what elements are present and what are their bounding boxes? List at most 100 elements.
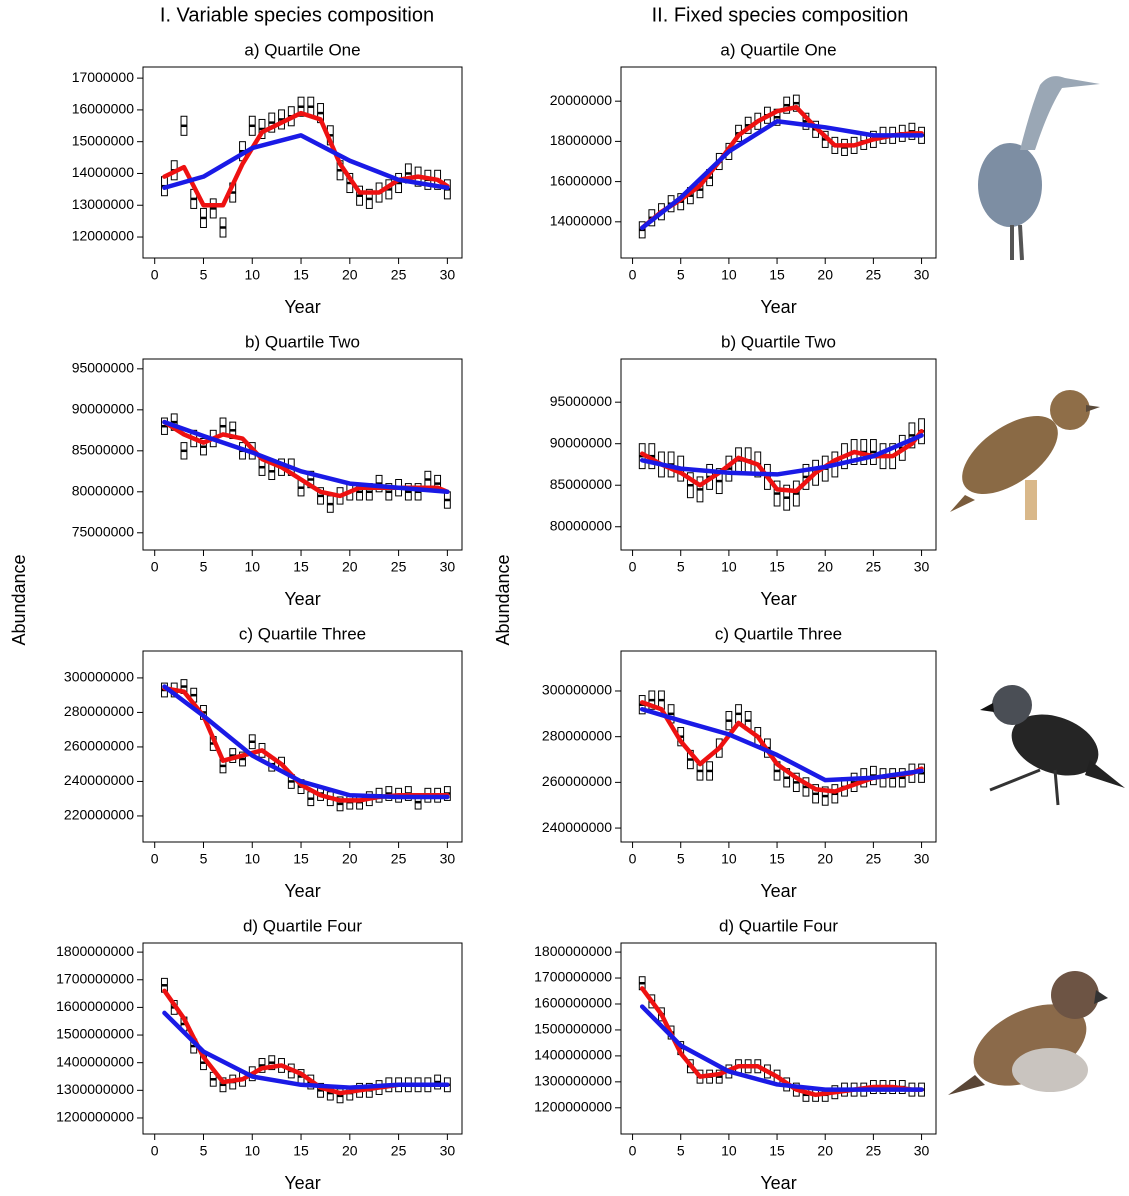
x-axis-label: Year xyxy=(760,881,796,901)
x-tick-label: 30 xyxy=(914,851,930,867)
x-tick-label: 5 xyxy=(677,559,685,575)
y-tick-label: 14000000 xyxy=(72,164,135,180)
y-tick-label: 1600000000 xyxy=(534,995,612,1011)
column-title: II. Fixed species composition xyxy=(652,4,909,26)
x-tick-label: 30 xyxy=(914,559,930,575)
x-axis-label: Year xyxy=(284,589,320,609)
column-title: I. Variable species composition xyxy=(160,4,434,26)
y-tick-label: 240000000 xyxy=(542,819,612,835)
x-axis-label: Year xyxy=(760,1173,796,1193)
x-tick-label: 0 xyxy=(629,1143,637,1159)
x-tick-label: 25 xyxy=(391,1143,407,1159)
y-tick-label: 280000000 xyxy=(64,703,134,719)
x-tick-label: 15 xyxy=(293,851,309,867)
y-tick-label: 18000000 xyxy=(550,132,613,148)
y-tick-label: 1600000000 xyxy=(56,998,134,1014)
y-tick-label: 16000000 xyxy=(550,172,613,188)
y-tick-label: 85000000 xyxy=(550,476,613,492)
y-tick-label: 280000000 xyxy=(542,727,612,743)
x-tick-label: 0 xyxy=(151,267,159,283)
x-tick-label: 10 xyxy=(244,1143,260,1159)
x-tick-label: 20 xyxy=(817,1143,833,1159)
y-tick-label: 16000000 xyxy=(72,101,135,117)
x-tick-label: 5 xyxy=(677,267,685,283)
x-tick-label: 15 xyxy=(293,267,309,283)
y-tick-label: 13000000 xyxy=(72,196,135,212)
x-tick-label: 0 xyxy=(151,851,159,867)
x-axis-label: Year xyxy=(284,1173,320,1193)
x-tick-label: 0 xyxy=(151,559,159,575)
x-tick-label: 30 xyxy=(440,1143,456,1159)
y-tick-label: 1300000000 xyxy=(534,1073,612,1089)
x-tick-label: 15 xyxy=(769,559,785,575)
y-tick-label: 90000000 xyxy=(72,401,135,417)
x-tick-label: 30 xyxy=(440,559,456,575)
x-axis-label: Year xyxy=(284,881,320,901)
y-tick-label: 1500000000 xyxy=(534,1021,612,1037)
x-tick-label: 15 xyxy=(769,267,785,283)
x-tick-label: 20 xyxy=(342,267,358,283)
panel-title: c) Quartile Three xyxy=(715,624,842,643)
panel-title: b) Quartile Two xyxy=(245,332,360,351)
x-tick-label: 10 xyxy=(721,1143,737,1159)
x-tick-label: 25 xyxy=(866,1143,882,1159)
x-axis-label: Year xyxy=(760,589,796,609)
x-tick-label: 0 xyxy=(629,851,637,867)
x-tick-label: 25 xyxy=(866,851,882,867)
x-tick-label: 20 xyxy=(342,851,358,867)
x-axis-label: Year xyxy=(284,297,320,317)
x-tick-label: 10 xyxy=(721,851,737,867)
y-tick-label: 1800000000 xyxy=(534,943,612,959)
x-tick-label: 5 xyxy=(677,851,685,867)
y-tick-label: 1700000000 xyxy=(56,970,134,986)
x-tick-label: 5 xyxy=(200,267,208,283)
panel-title: a) Quartile One xyxy=(720,40,836,59)
y-tick-label: 75000000 xyxy=(72,523,135,539)
y-tick-label: 260000000 xyxy=(542,773,612,789)
y-tick-label: 220000000 xyxy=(64,807,134,823)
x-tick-label: 20 xyxy=(817,267,833,283)
x-tick-label: 5 xyxy=(200,559,208,575)
x-tick-label: 15 xyxy=(769,851,785,867)
x-tick-label: 20 xyxy=(342,559,358,575)
y-tick-label: 300000000 xyxy=(64,669,134,685)
x-axis-label: Year xyxy=(760,297,796,317)
x-tick-label: 25 xyxy=(391,559,407,575)
y-tick-label: 95000000 xyxy=(72,360,135,376)
panel-title: a) Quartile One xyxy=(244,40,360,59)
x-tick-label: 20 xyxy=(817,851,833,867)
x-tick-label: 15 xyxy=(293,559,309,575)
y-tick-label: 300000000 xyxy=(542,682,612,698)
x-tick-label: 30 xyxy=(440,267,456,283)
x-tick-label: 15 xyxy=(293,1143,309,1159)
y-tick-label: 20000000 xyxy=(550,92,613,108)
x-tick-label: 15 xyxy=(769,1143,785,1159)
y-tick-label: 1800000000 xyxy=(56,943,134,959)
y-axis-label: Abundance xyxy=(493,554,513,645)
x-tick-label: 25 xyxy=(391,267,407,283)
y-tick-label: 1400000000 xyxy=(534,1047,612,1063)
y-tick-label: 1200000000 xyxy=(56,1109,134,1125)
x-tick-label: 5 xyxy=(677,1143,685,1159)
y-tick-label: 80000000 xyxy=(550,517,613,533)
x-tick-label: 10 xyxy=(721,559,737,575)
x-tick-label: 30 xyxy=(914,1143,930,1159)
x-tick-label: 10 xyxy=(721,267,737,283)
x-tick-label: 30 xyxy=(440,851,456,867)
y-tick-label: 12000000 xyxy=(72,228,135,244)
x-tick-label: 25 xyxy=(866,559,882,575)
panel-title: b) Quartile Two xyxy=(721,332,836,351)
y-tick-label: 1400000000 xyxy=(56,1053,134,1069)
y-tick-label: 85000000 xyxy=(72,442,135,458)
y-tick-label: 80000000 xyxy=(72,483,135,499)
y-tick-label: 240000000 xyxy=(64,772,134,788)
x-tick-label: 30 xyxy=(914,267,930,283)
y-tick-label: 1500000000 xyxy=(56,1026,134,1042)
y-tick-label: 260000000 xyxy=(64,738,134,754)
y-tick-label: 14000000 xyxy=(550,213,613,229)
x-tick-label: 20 xyxy=(342,1143,358,1159)
x-tick-label: 25 xyxy=(391,851,407,867)
y-tick-label: 15000000 xyxy=(72,132,135,148)
figure: I. Variable species composition II. Fixe… xyxy=(0,0,1129,1196)
panel-title: d) Quartile Four xyxy=(243,916,362,935)
